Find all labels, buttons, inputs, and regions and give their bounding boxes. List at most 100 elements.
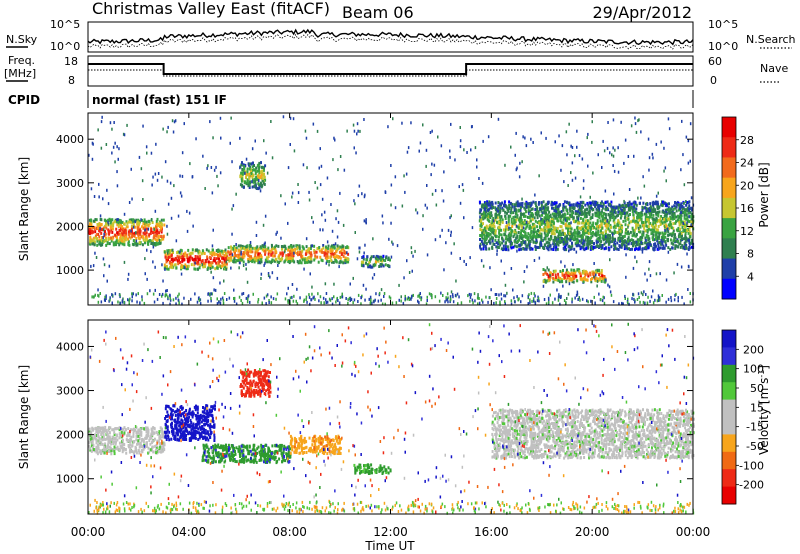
power-cell [202, 261, 205, 265]
power-cell [579, 216, 582, 220]
power-cell [259, 176, 261, 180]
power-cell [116, 145, 118, 149]
power-cell [574, 210, 577, 214]
power-cell [503, 200, 506, 204]
power-cell [674, 236, 677, 240]
power-cell [287, 253, 290, 257]
power-cell [609, 210, 612, 214]
power-cell [263, 245, 266, 249]
power-cell [568, 217, 571, 221]
power-cell [478, 211, 481, 215]
power-cell [358, 250, 361, 254]
power-cell [573, 247, 576, 251]
power-cell [486, 208, 489, 212]
power-cell [155, 227, 158, 231]
power-cell [601, 214, 603, 218]
power-cell [254, 254, 257, 258]
power-cell [630, 202, 633, 206]
power-cell [119, 241, 122, 245]
power-cell [626, 216, 629, 220]
power-cell [117, 239, 120, 243]
power-cell [255, 234, 258, 237]
power-cell [112, 243, 115, 247]
power-cell [571, 212, 574, 216]
power-cell [497, 238, 500, 242]
power-cell [654, 237, 657, 241]
power-cell [437, 135, 439, 139]
power-cell [564, 205, 567, 209]
power-cell [519, 206, 522, 210]
power-cell [568, 222, 571, 225]
power-cell [640, 196, 642, 200]
power-cell [582, 271, 585, 275]
power-cell [228, 251, 231, 255]
power-cell [419, 295, 421, 299]
power-cell [227, 256, 230, 260]
power-cell [196, 248, 198, 252]
power-cell [621, 235, 624, 239]
power-cell [585, 235, 588, 239]
power-cell [99, 223, 102, 227]
power-cell [462, 188, 465, 192]
power-cell [113, 220, 116, 224]
power-cell [335, 249, 338, 253]
power-cell [645, 245, 648, 249]
power-cell [334, 256, 336, 260]
power-cell [201, 263, 203, 267]
power-cell [518, 234, 521, 238]
power-cell [562, 204, 565, 208]
power-cell [215, 261, 218, 265]
power-cell [658, 235, 660, 239]
power-cell [439, 234, 441, 238]
power-cell [108, 264, 111, 268]
power-cell [254, 179, 257, 183]
power-cell [422, 123, 424, 127]
power-cell [174, 256, 177, 260]
power-cell [103, 230, 106, 233]
power-cell [655, 244, 657, 248]
power-cell [522, 226, 525, 230]
power-cell [320, 248, 323, 252]
power-cell [303, 267, 305, 271]
power-cell [221, 256, 223, 260]
power-cell [319, 228, 321, 232]
power-cell [603, 242, 606, 246]
power-cell [322, 296, 325, 300]
power-cell [645, 213, 648, 217]
power-cell [581, 221, 584, 225]
power-cell [440, 144, 443, 148]
power-cell [549, 273, 551, 277]
power-cell [258, 161, 261, 165]
power-cell [528, 242, 531, 246]
power-cell [644, 216, 647, 219]
power-cell [650, 228, 653, 232]
power-cell [689, 300, 692, 304]
power-cell [568, 201, 571, 205]
power-cell [583, 221, 586, 225]
power-cell [181, 174, 184, 178]
power-cell [684, 234, 687, 238]
power-cell [223, 292, 226, 295]
power-cell [203, 252, 206, 255]
power-cell [132, 225, 135, 229]
power-cell [156, 231, 159, 235]
power-cell [586, 299, 588, 303]
power-cell [128, 218, 131, 222]
power-cell [497, 201, 500, 204]
power-cell [237, 244, 240, 248]
power-cell [106, 241, 109, 245]
power-cell [578, 154, 581, 157]
power-cell [584, 238, 587, 242]
power-cell [459, 145, 462, 149]
power-cell [102, 236, 104, 239]
power-cell [498, 221, 501, 225]
power-cell [651, 225, 654, 229]
power-cell [119, 219, 122, 223]
power-cell [96, 237, 98, 241]
power-cell [602, 211, 605, 215]
power-cell [680, 265, 683, 269]
power-cell [690, 217, 693, 221]
power-cell [631, 207, 634, 211]
power-cell [490, 226, 493, 230]
power-cell [554, 215, 557, 219]
